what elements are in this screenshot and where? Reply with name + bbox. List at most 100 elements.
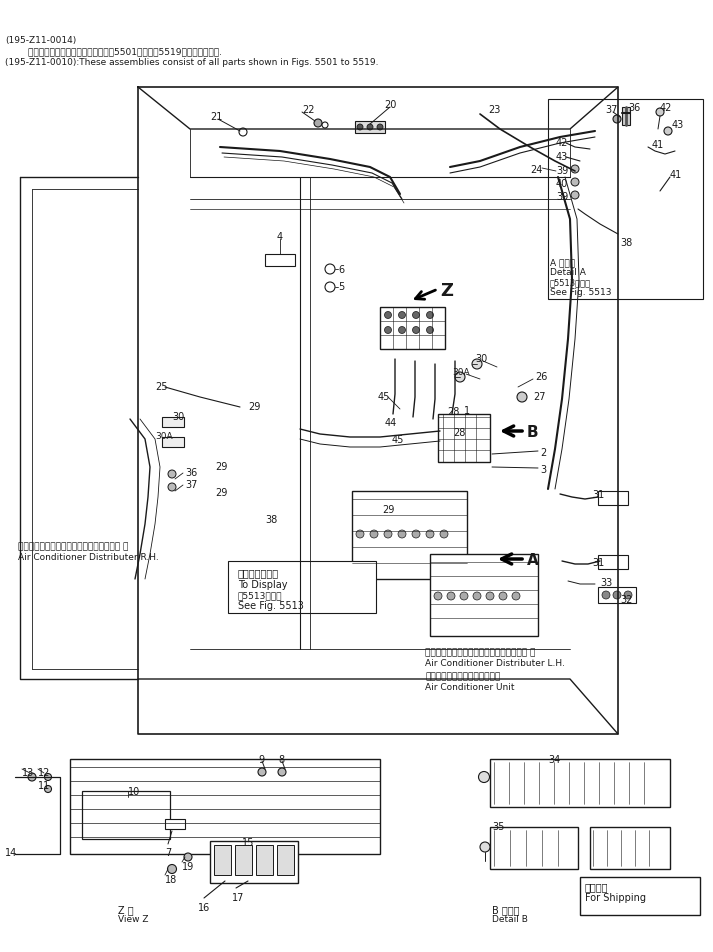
Text: 35: 35	[492, 822, 504, 831]
Circle shape	[239, 129, 247, 137]
Circle shape	[325, 265, 335, 275]
Circle shape	[571, 191, 579, 200]
Text: 29: 29	[382, 505, 394, 514]
Text: 42: 42	[556, 138, 568, 148]
Circle shape	[426, 530, 434, 539]
Text: 30A: 30A	[452, 367, 470, 377]
Bar	[214, 845, 231, 875]
Text: 40: 40	[556, 179, 568, 188]
Text: 第5513図参照: 第5513図参照	[238, 590, 282, 600]
Text: 43: 43	[556, 151, 568, 162]
Text: 34: 34	[548, 754, 560, 764]
Text: 28: 28	[453, 427, 466, 438]
Text: 37: 37	[605, 105, 617, 115]
Bar	[580, 877, 700, 915]
Text: 29: 29	[215, 487, 227, 498]
Text: ディスプレイへ: ディスプレイへ	[238, 567, 279, 578]
Text: エアーコンディショナディストリビュータ 右: エアーコンディショナディストリビュータ 右	[18, 542, 128, 550]
Circle shape	[398, 530, 406, 539]
Text: View Z: View Z	[118, 914, 148, 923]
Bar	[162, 438, 184, 447]
Circle shape	[455, 372, 465, 383]
Circle shape	[426, 327, 434, 334]
Circle shape	[571, 179, 579, 187]
Text: 18: 18	[165, 874, 178, 884]
Circle shape	[602, 591, 610, 600]
Text: 7: 7	[165, 847, 171, 857]
Bar	[235, 845, 252, 875]
Bar	[380, 307, 445, 349]
Circle shape	[460, 592, 468, 601]
Text: 39: 39	[556, 191, 568, 202]
Bar	[598, 491, 628, 506]
Text: A: A	[527, 552, 539, 567]
Text: Air Conditioner Distributer L.H.: Air Conditioner Distributer L.H.	[425, 659, 565, 667]
Circle shape	[486, 592, 494, 601]
Bar	[256, 845, 273, 875]
Text: Z 極: Z 極	[118, 904, 133, 914]
Text: 15: 15	[242, 837, 255, 847]
Bar	[265, 255, 295, 267]
Circle shape	[367, 125, 373, 130]
Circle shape	[664, 128, 672, 136]
Bar	[438, 414, 490, 463]
Text: 39: 39	[556, 166, 568, 176]
Text: 24: 24	[530, 165, 543, 175]
Bar	[430, 554, 538, 636]
Text: 31: 31	[592, 558, 604, 567]
Text: 38: 38	[620, 238, 632, 248]
Text: See Fig. 5513: See Fig. 5513	[238, 601, 304, 610]
Circle shape	[613, 591, 621, 600]
Circle shape	[357, 125, 363, 130]
Circle shape	[434, 592, 442, 601]
Text: これらのアセンブリの構成部品は第5501図から第5519図まで含みます.: これらのアセンブリの構成部品は第5501図から第5519図まで含みます.	[5, 47, 222, 56]
Bar	[598, 587, 636, 604]
Text: 13: 13	[22, 767, 34, 777]
Circle shape	[447, 592, 455, 601]
Circle shape	[517, 392, 527, 403]
Text: 44: 44	[385, 418, 397, 427]
Circle shape	[399, 312, 406, 319]
Bar	[82, 791, 170, 839]
Text: B: B	[527, 425, 538, 440]
Circle shape	[412, 530, 420, 539]
Bar	[590, 827, 670, 869]
Text: 6: 6	[338, 265, 344, 275]
Text: 8: 8	[278, 754, 284, 764]
Circle shape	[322, 123, 328, 129]
Text: 14: 14	[5, 847, 17, 857]
Text: 43: 43	[672, 120, 684, 129]
Text: Detail B: Detail B	[492, 914, 528, 923]
Text: 30: 30	[172, 411, 184, 422]
Text: 26: 26	[535, 371, 548, 382]
Text: 21: 21	[210, 112, 222, 122]
Text: For Shipping: For Shipping	[585, 892, 646, 902]
Bar	[622, 108, 630, 126]
Text: To Display: To Display	[238, 580, 287, 589]
Circle shape	[384, 327, 391, 334]
Text: 1: 1	[464, 406, 470, 416]
Circle shape	[278, 768, 286, 776]
Text: 31: 31	[592, 489, 604, 500]
Circle shape	[44, 785, 51, 793]
Circle shape	[356, 530, 364, 539]
Text: 33: 33	[600, 578, 612, 587]
Text: Detail A: Detail A	[550, 268, 586, 277]
Circle shape	[168, 484, 176, 491]
Circle shape	[370, 530, 378, 539]
Text: Air Conditioner Unit: Air Conditioner Unit	[425, 683, 515, 691]
Bar	[598, 555, 628, 569]
Circle shape	[426, 312, 434, 319]
Text: 30A: 30A	[155, 431, 173, 441]
Text: 37: 37	[185, 480, 198, 489]
Bar	[165, 819, 185, 829]
Circle shape	[384, 312, 391, 319]
Text: 10: 10	[128, 786, 140, 796]
Circle shape	[314, 120, 322, 128]
Text: エアーコンディショナディストリビュータ 左: エアーコンディショナディストリビュータ 左	[425, 647, 535, 656]
Circle shape	[168, 470, 176, 479]
Bar	[210, 842, 298, 883]
Text: 22: 22	[302, 105, 314, 115]
Bar	[70, 759, 380, 854]
Text: 12: 12	[38, 767, 51, 777]
